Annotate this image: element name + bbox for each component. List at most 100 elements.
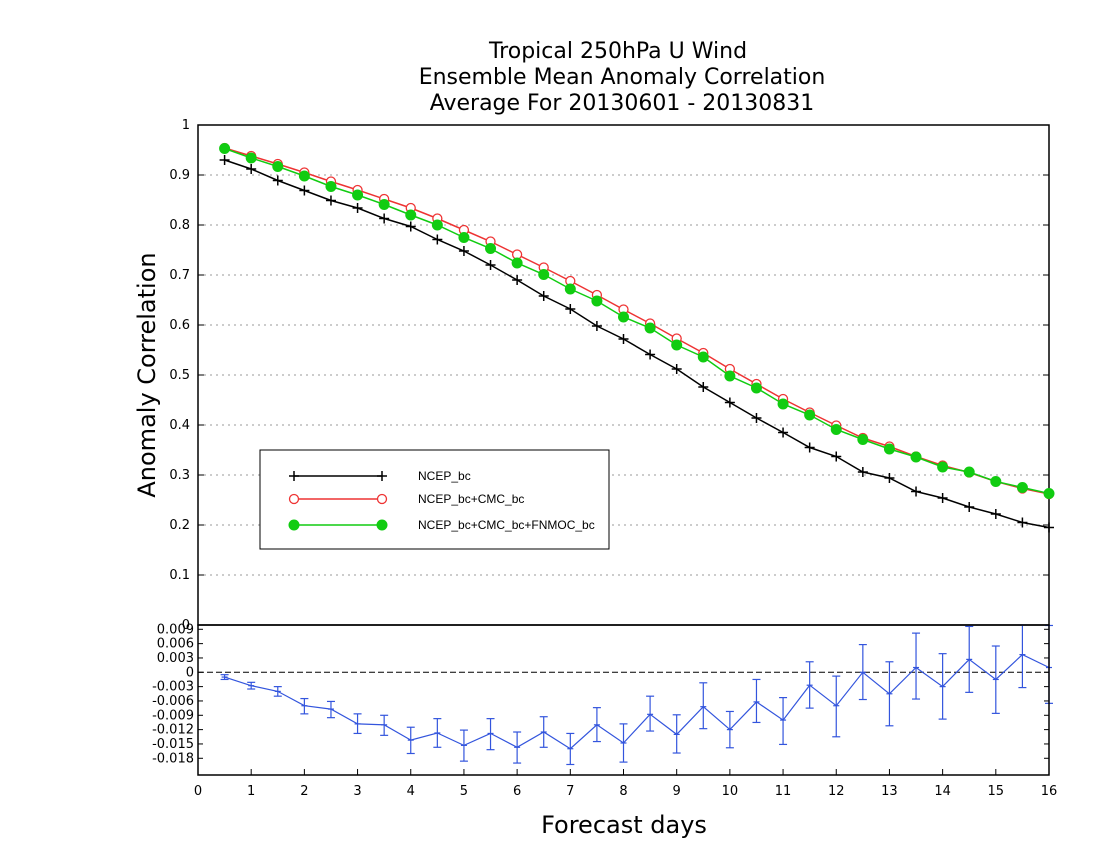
diff-y-tick-label: -0.015 bbox=[152, 737, 194, 752]
data-point-filled-circle bbox=[219, 143, 231, 154]
diff-y-tick-label: -0.012 bbox=[152, 723, 194, 738]
error-bar bbox=[300, 697, 309, 715]
data-point-filled-circle bbox=[1043, 488, 1055, 499]
series-0 bbox=[219, 155, 1054, 533]
error-bar bbox=[433, 718, 442, 748]
x-tick-label: 10 bbox=[722, 784, 739, 799]
data-point-plus bbox=[565, 304, 576, 314]
diff-line bbox=[224, 653, 1050, 750]
data-point-filled-circle bbox=[591, 295, 603, 307]
data-point-plus bbox=[831, 451, 842, 462]
data-point-plus bbox=[937, 493, 948, 503]
x-tick-label: 1 bbox=[247, 784, 255, 799]
data-point-plus bbox=[990, 509, 1001, 519]
data-point-plus bbox=[645, 349, 656, 360]
difference-plot-frame bbox=[197, 624, 1050, 776]
data-point-plus bbox=[698, 382, 709, 392]
data-point-plus bbox=[964, 502, 975, 512]
error-bar bbox=[486, 718, 495, 751]
legend-marker bbox=[376, 519, 388, 531]
data-point-filled-circle bbox=[405, 209, 417, 221]
data-point-filled-circle bbox=[750, 382, 762, 394]
data-point-plus bbox=[458, 246, 469, 256]
data-point-plus bbox=[485, 260, 496, 270]
y-tick-label: 0.9 bbox=[169, 168, 190, 183]
data-point-plus bbox=[538, 291, 549, 301]
legend: NCEP_bc NCEP_bc+CMC_bc NCEP_bc+CMC_bc+FN… bbox=[259, 449, 610, 550]
data-point-plus bbox=[1044, 522, 1054, 533]
data-point-filled-circle bbox=[830, 424, 842, 435]
data-point-filled-circle bbox=[378, 199, 390, 210]
x-tick-label: 3 bbox=[353, 784, 361, 799]
error-bar bbox=[380, 714, 389, 736]
data-point-plus bbox=[778, 427, 789, 438]
x-tick-label: 13 bbox=[881, 784, 898, 799]
x-tick-label: 16 bbox=[1041, 784, 1058, 799]
y-tick-label: 0.8 bbox=[169, 218, 190, 233]
data-point-filled-circle bbox=[697, 351, 709, 363]
error-bar bbox=[220, 674, 229, 681]
data-point-filled-circle bbox=[245, 152, 257, 164]
diff-y-tick-label: 0.009 bbox=[157, 622, 194, 637]
data-point-filled-circle bbox=[325, 181, 337, 192]
series-line bbox=[224, 159, 1050, 529]
data-point-filled-circle bbox=[671, 339, 683, 351]
data-point-filled-circle bbox=[937, 461, 949, 473]
data-point-filled-circle bbox=[644, 322, 656, 334]
y-tick-label: 1 bbox=[182, 118, 190, 133]
error-bar bbox=[912, 632, 921, 700]
data-point-plus bbox=[618, 334, 629, 344]
error-bar bbox=[885, 661, 894, 727]
series-2 bbox=[219, 143, 1055, 499]
y-tick-label: 0.1 bbox=[169, 568, 190, 583]
data-point-filled-circle bbox=[458, 232, 470, 243]
x-tick-label: 14 bbox=[934, 784, 951, 799]
error-bar bbox=[805, 661, 814, 709]
error-bar bbox=[832, 675, 841, 738]
error-bar bbox=[991, 645, 1000, 714]
error-bar bbox=[858, 643, 867, 701]
error-bar bbox=[938, 653, 947, 720]
data-point-filled-circle bbox=[804, 409, 816, 421]
y-tick-label: 0 bbox=[182, 618, 190, 633]
data-point-plus bbox=[405, 221, 416, 232]
diff-y-tick-label: 0.006 bbox=[157, 637, 194, 652]
x-tick-label: 0 bbox=[194, 784, 202, 799]
data-point-filled-circle bbox=[963, 466, 975, 478]
error-bar bbox=[273, 686, 282, 697]
data-point-filled-circle bbox=[724, 370, 736, 382]
error-bar bbox=[459, 729, 468, 762]
error-bar bbox=[965, 625, 974, 693]
data-point-plus bbox=[591, 321, 602, 331]
data-point-plus bbox=[246, 164, 257, 174]
error-bar bbox=[513, 731, 522, 764]
data-point-filled-circle bbox=[298, 170, 310, 182]
diff-y-tick-label: 0.003 bbox=[157, 651, 194, 666]
diff-y-tick-label: -0.009 bbox=[152, 708, 194, 723]
data-point-filled-circle bbox=[883, 443, 895, 455]
data-point-filled-circle bbox=[777, 398, 789, 410]
data-point-filled-circle bbox=[511, 257, 523, 269]
y-tick-label: 0.7 bbox=[169, 268, 190, 283]
data-point-plus bbox=[272, 175, 283, 186]
data-point-plus bbox=[352, 203, 363, 213]
x-tick-label: 15 bbox=[988, 784, 1005, 799]
error-bar bbox=[619, 723, 628, 763]
y-tick-label: 0.6 bbox=[169, 318, 190, 333]
x-tick-label: 11 bbox=[775, 784, 792, 799]
diff-y-tick-label: 0 bbox=[186, 665, 194, 680]
title-line-2: Ensemble Mean Anomaly Correlation bbox=[419, 65, 826, 90]
data-point-plus bbox=[857, 467, 868, 477]
y-tick-label: 0.5 bbox=[169, 368, 190, 383]
diff-y-tick-label: -0.003 bbox=[152, 680, 194, 695]
x-axis-label: Forecast days bbox=[541, 811, 707, 839]
data-point-filled-circle bbox=[431, 219, 443, 231]
legend-label-ncep-bc: NCEP_bc bbox=[418, 469, 471, 483]
legend-marker bbox=[376, 493, 388, 505]
data-point-plus bbox=[325, 195, 336, 206]
diff-y-tick-label: -0.018 bbox=[152, 751, 194, 766]
x-tick-label: 8 bbox=[619, 784, 627, 799]
data-point-plus bbox=[671, 364, 682, 374]
